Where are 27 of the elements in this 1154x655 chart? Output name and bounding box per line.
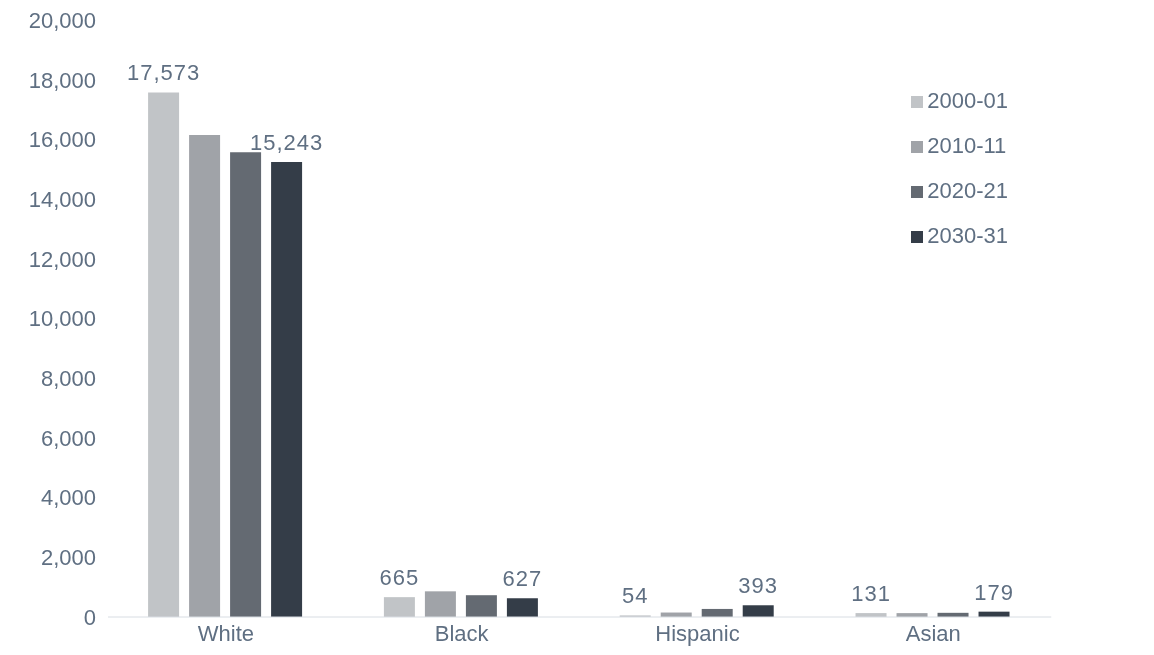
data-label: 393 (738, 573, 779, 599)
data-label: 665 (379, 565, 420, 591)
data-label: 15,243 (249, 130, 324, 155)
y-tick-label: 20,000 (28, 7, 96, 33)
legend-label: 2020-21 (927, 178, 1008, 203)
data-label: 54 (621, 583, 649, 609)
data-label: 179 (974, 579, 1014, 605)
y-tick-label: 18,000 (28, 67, 96, 93)
y-tick-label: 10,000 (28, 306, 96, 332)
legend-label: 2010-11 (927, 133, 1007, 158)
data-label: 131 (851, 581, 891, 607)
data-label: 17,573 (126, 60, 201, 86)
x-tick-label: Black (434, 620, 490, 646)
y-tick-label: 6,000 (40, 425, 96, 451)
y-tick-label: 12,000 (28, 246, 96, 272)
data-label: 627 (502, 566, 543, 592)
y-tick-label: 0 (83, 604, 96, 630)
x-tick-label: White (197, 620, 255, 646)
legend-label: 2000-01 (927, 88, 1008, 113)
y-tick-label: 16,000 (28, 127, 96, 153)
x-tick-label: Hispanic (655, 620, 740, 646)
x-tick-label: Asian (905, 620, 961, 646)
y-tick-label: 2,000 (40, 545, 96, 571)
y-tick-label: 14,000 (28, 186, 96, 212)
y-tick-label: 8,000 (40, 366, 96, 392)
y-tick-label: 4,000 (40, 485, 96, 511)
legend-label: 2030-31 (927, 223, 1008, 248)
